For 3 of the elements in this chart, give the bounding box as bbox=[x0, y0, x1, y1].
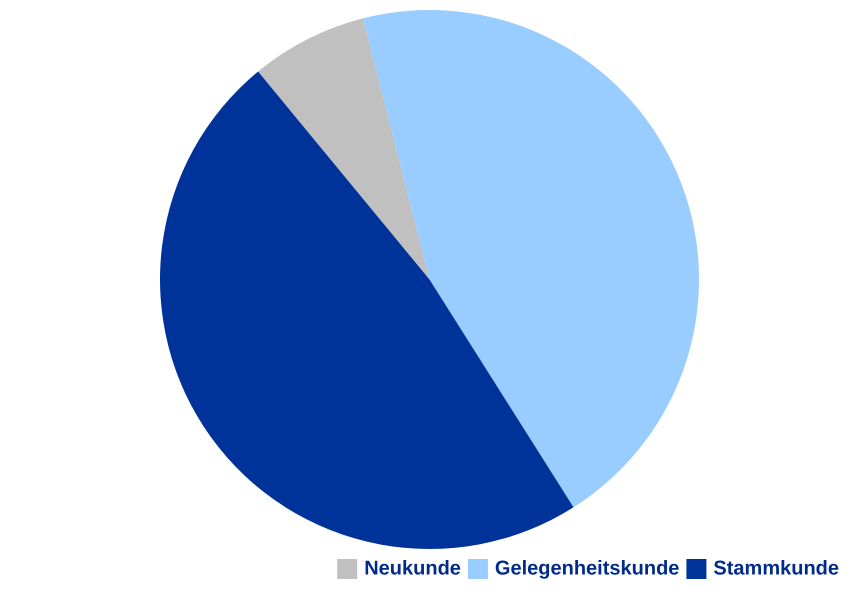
legend-label: Neukunde bbox=[364, 558, 461, 580]
legend-label: Stammkunde bbox=[713, 558, 840, 580]
legend-label: Gelegenheitskunde bbox=[494, 558, 680, 580]
